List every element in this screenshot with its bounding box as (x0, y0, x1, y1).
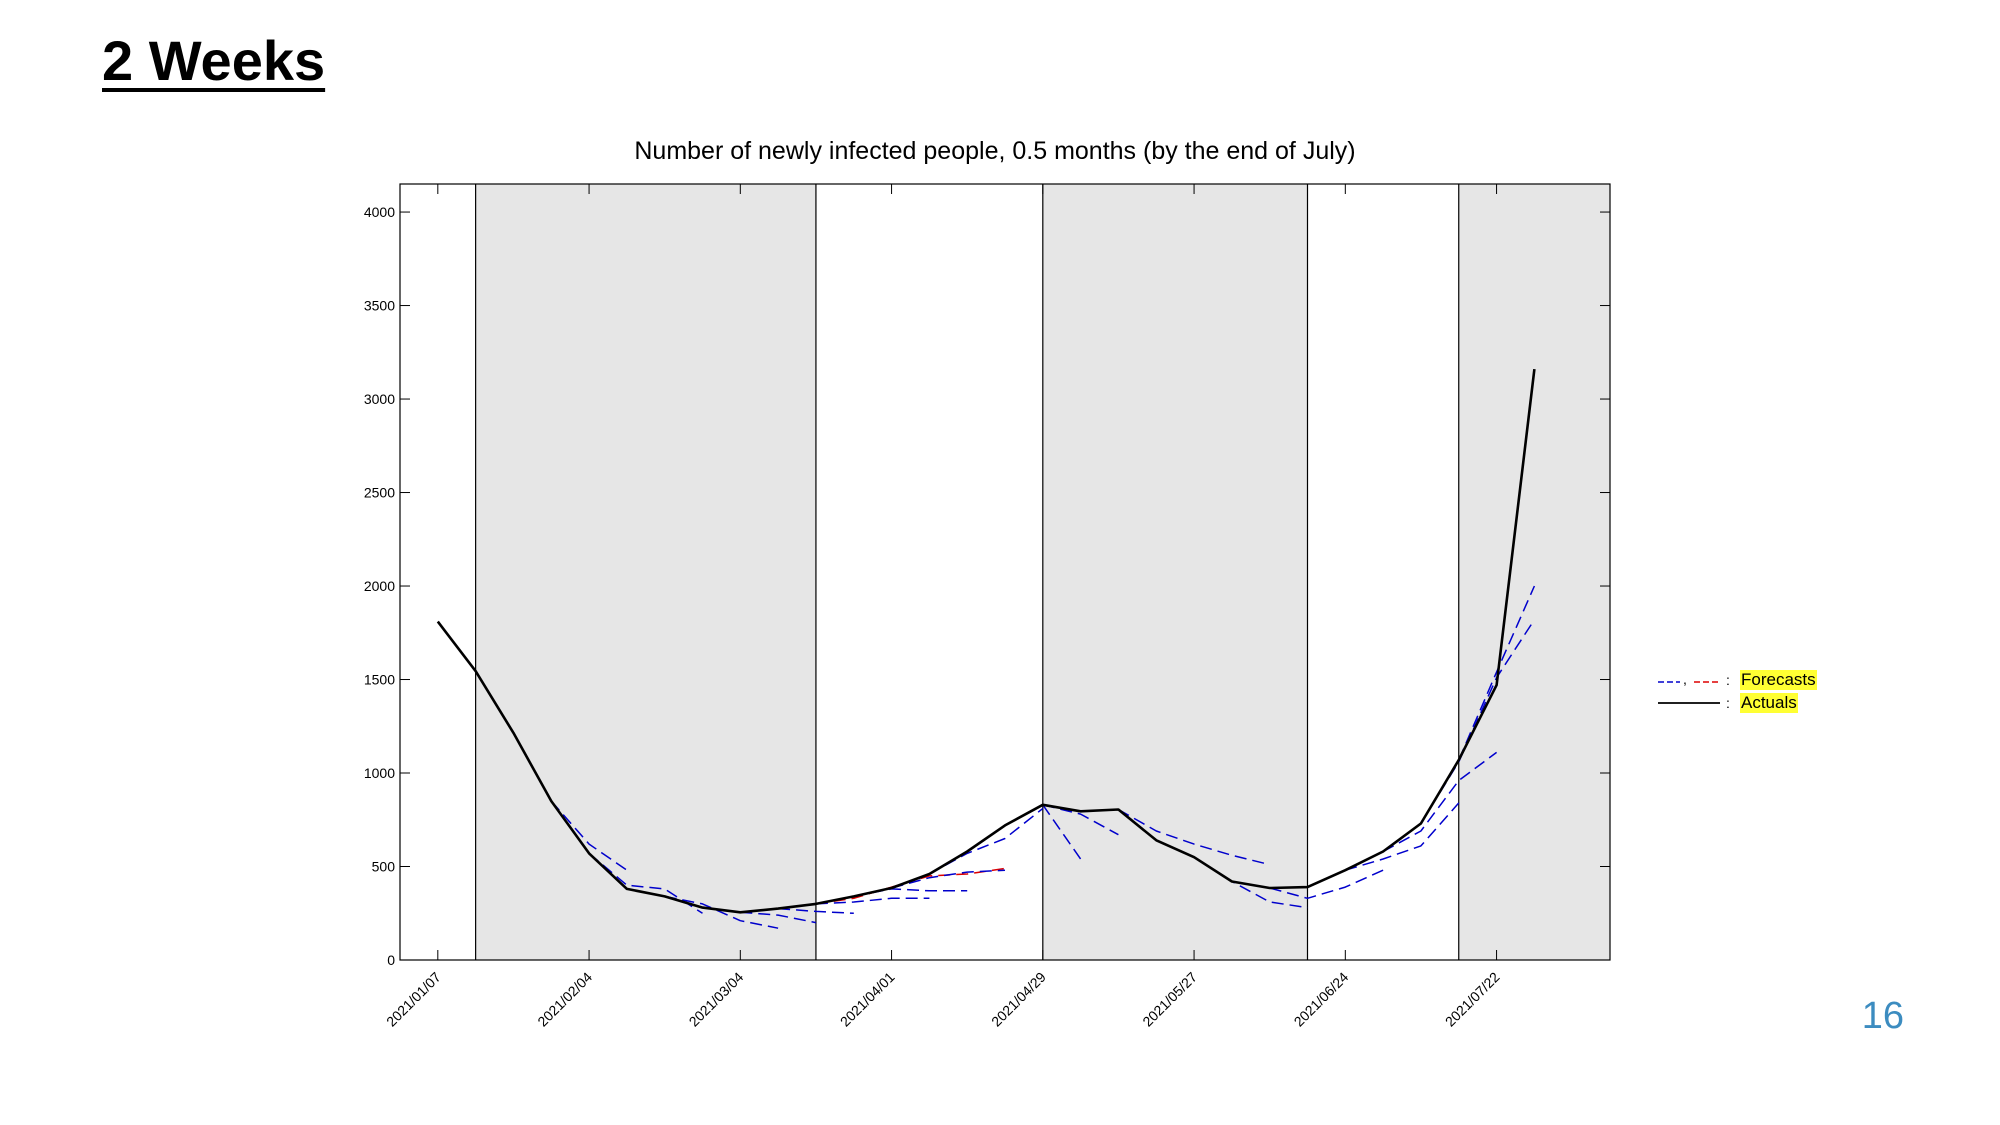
shaded-period-1 (1042, 184, 1308, 960)
x-tick-label: 2021/06/24 (1291, 969, 1352, 1030)
y-tick-label: 2000 (364, 578, 395, 594)
shaded-period-2 (1458, 184, 1610, 960)
legend-swatch-actuals (1658, 702, 1720, 704)
series-layer (436, 368, 1536, 929)
chart-title: Number of newly infected people, 0.5 mon… (634, 137, 1356, 165)
forecast-line-5 (815, 897, 930, 905)
y-tick-label: 3000 (364, 391, 395, 407)
forecast-line-18 (1458, 585, 1536, 761)
y-tick-label: 500 (372, 859, 396, 875)
y-tick-label: 4000 (364, 204, 395, 220)
legend-colon: : (1726, 695, 1730, 711)
legend-colon: : (1726, 672, 1730, 688)
forecast-line-16 (1382, 751, 1498, 853)
page-number: 16 (1861, 995, 1904, 1037)
plot-frame (399, 183, 1611, 961)
x-tick-label: 2021/01/07 (383, 969, 444, 1030)
forecast-line-4 (778, 907, 854, 915)
legend-label-forecasts: Forecasts (1740, 670, 1817, 690)
forecast-line-3 (740, 911, 817, 924)
slide-title: 2 Weeks (102, 29, 326, 92)
y-tick-label: 0 (387, 952, 395, 968)
series-actuals-line (436, 368, 1536, 914)
forecast-line-0 (550, 800, 628, 871)
legend-entry-actuals: : Actuals (1656, 693, 1836, 715)
forecast-line-2 (664, 895, 779, 929)
legend-label-actuals: Actuals (1740, 693, 1798, 713)
y-tick-label: 1500 (364, 672, 395, 688)
y-axis: 0 500 1000 1500 2000 2500 3000 3500 4000 (364, 204, 1610, 968)
period-dividers (475, 184, 1460, 960)
legend-swatch-forecasts: , (1658, 671, 1720, 687)
y-tick-label: 2500 (364, 485, 395, 501)
x-tick-label: 2021/04/29 (988, 969, 1049, 1030)
x-tick-label: 2021/07/22 (1442, 969, 1503, 1030)
forecast-line-10 (1042, 804, 1082, 860)
forecast-line-15 (1345, 802, 1460, 871)
legend: , : Forecasts : Actuals (1656, 670, 1836, 720)
legend-entry-forecasts: , : Forecasts (1656, 670, 1836, 692)
x-tick-label: 2021/04/01 (837, 969, 898, 1030)
y-tick-label: 1000 (364, 765, 395, 781)
shaded-periods (475, 184, 1610, 960)
x-tick-label: 2021/02/04 (534, 969, 595, 1030)
x-tick-label: 2021/05/27 (1139, 969, 1200, 1030)
forecast-line-12 (1118, 808, 1270, 866)
forecast-line-14 (1269, 869, 1384, 900)
y-tick-label: 3500 (364, 298, 395, 314)
shaded-period-0 (475, 184, 816, 960)
forecast-line-8 (891, 869, 1006, 889)
x-tick-label: 2021/03/04 (686, 969, 747, 1030)
forecast-line-11 (1042, 804, 1119, 836)
legend-swatch-comma: , (1683, 671, 1687, 687)
